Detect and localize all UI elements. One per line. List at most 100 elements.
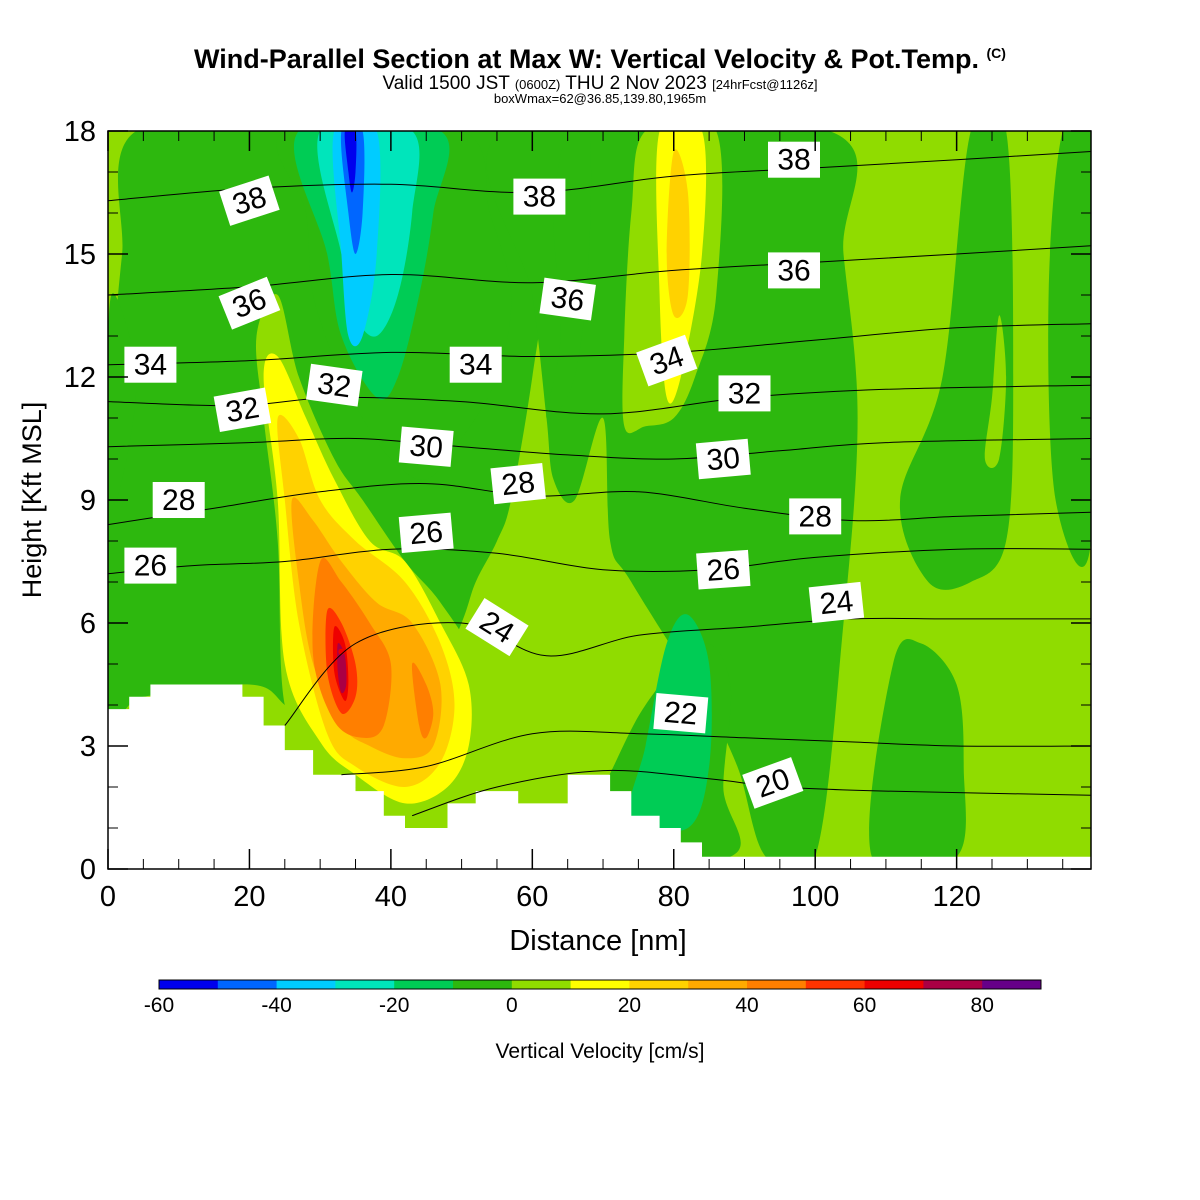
contour-label-7: 34 (449, 346, 502, 383)
isentrope-24 (284, 617, 1091, 726)
colorbar-swatch (688, 980, 748, 989)
isentrope-34 (108, 323, 1091, 366)
w-contour-region-23 (411, 662, 434, 739)
colorbar-swatch (747, 980, 807, 989)
valid-time: Valid 1500 JST (382, 73, 510, 94)
w-contour-region-18 (666, 149, 690, 319)
contour-label-text: 26 (134, 550, 167, 583)
colorbar-swatch (923, 980, 983, 989)
contour-label-box (742, 757, 804, 809)
colorbar-swatch (864, 980, 924, 989)
contour-label-text: 34 (134, 349, 167, 382)
contour-label-box (490, 462, 546, 505)
contour-label-box (653, 693, 709, 734)
colorbar-swatch (570, 980, 630, 989)
y-tick-label: 6 (80, 608, 96, 640)
isentropes (108, 151, 1091, 817)
contour-label-6: 34 (124, 346, 177, 383)
contour-label-11: 32 (718, 375, 771, 412)
contour-label-20: 24 (465, 598, 529, 657)
contour-label-text: 36 (777, 254, 810, 287)
x-tick-label: 100 (791, 881, 839, 913)
contour-label-text: 26 (408, 515, 444, 551)
contour-label-text: 26 (706, 553, 742, 588)
contour-label-box (124, 346, 177, 383)
contour-label-box (213, 387, 272, 433)
contour-label-13: 30 (695, 438, 751, 480)
x-tick-label: 60 (516, 881, 548, 913)
contour-label-box (306, 363, 363, 407)
w-contour-region-3 (899, 131, 1014, 590)
colorbar-frame (158, 979, 1042, 990)
contour-label-12: 30 (398, 426, 454, 467)
contour-label-text: 28 (500, 466, 537, 502)
y-tick-label: 3 (80, 731, 96, 763)
colorbar-tick-label: 80 (971, 994, 994, 1017)
contour-label-text: 22 (663, 696, 699, 732)
contour-label-21: 24 (808, 581, 865, 624)
title-main: Wind-Parallel Section at Max W: Vertical… (194, 44, 979, 74)
w-contour-region-8 (523, 519, 547, 687)
valid-utc: (0600Z) (514, 77, 561, 92)
terrain (108, 684, 1091, 869)
valid-date: THU 2 Nov 2023 (565, 73, 707, 94)
forecast-info: [24hrFcst@1126z] (712, 77, 818, 92)
colorbar-swatch (982, 980, 1042, 989)
colorbar-tick-label: 20 (618, 994, 641, 1017)
colorbar-swatch (394, 980, 454, 989)
colorbar-tick-label: 60 (853, 994, 876, 1017)
contour-label-5: 36 (768, 252, 820, 289)
contour-label-text: 30 (408, 429, 444, 465)
x-tick-label: 120 (932, 881, 980, 913)
contour-label-text: 30 (705, 442, 741, 478)
y-axis-label: Height [Kft MSL] (17, 402, 47, 599)
contour-label-box (718, 375, 771, 412)
contour-label-23: 20 (742, 757, 804, 809)
box-wmax-note: boxWmax=62@36.85,139.80,1965m (493, 91, 707, 106)
colorbar-tick-label: 40 (735, 994, 758, 1017)
colorbar-swatch (217, 980, 278, 989)
chart-subtitle: Valid 1500 JST (0600Z) THU 2 Nov 2023 [2… (0, 73, 1200, 95)
colorbar-swatch (629, 980, 689, 989)
contour-label-17: 26 (124, 547, 177, 584)
isentrope-28 (108, 483, 1091, 526)
contour-label-box (695, 438, 751, 480)
copyright-mark: (C) (986, 45, 1006, 61)
chart-title: Wind-Parallel Section at Max W: Vertical… (0, 44, 1200, 75)
contour-label-box (808, 581, 865, 624)
contour-label-text: 24 (818, 585, 855, 621)
contour-label-box (398, 426, 454, 467)
colorbar-swatch (511, 980, 572, 989)
contour-label-1: 38 (513, 178, 566, 215)
colorbar-swatch (276, 980, 336, 989)
colorbar-swatch (159, 980, 219, 989)
contour-label-box (449, 346, 502, 383)
isentrope-20 (411, 769, 1091, 817)
w-contour-region-26 (344, 131, 357, 193)
contour-label-box (513, 178, 566, 215)
isentrope-22 (341, 730, 1091, 776)
contour-label-box (219, 175, 280, 226)
contour-label-10: 32 (306, 363, 363, 407)
colorbar-swatch (805, 980, 866, 989)
isentrope-30 (108, 437, 1091, 460)
colorbar-swatch (453, 980, 513, 989)
colorbar-label: Vertical Velocity [cm/s] (496, 1040, 705, 1063)
contour-label-19: 26 (696, 549, 751, 590)
y-tick-label: 9 (80, 485, 96, 517)
colorbar: -60 -40 -20 0 20 40 60 80 (144, 979, 1042, 1017)
y-tick-label: 15 (64, 239, 96, 271)
y-tick-label: 0 (80, 854, 96, 886)
contour-label-text: 28 (799, 500, 832, 533)
contour-label-14: 28 (152, 482, 205, 518)
contour-label-box (789, 498, 842, 535)
contour-label-text: 38 (523, 181, 556, 214)
contour-label-box (636, 334, 698, 387)
colorbar-tick-label: -20 (379, 994, 409, 1017)
x-tick-label: 0 (100, 881, 116, 913)
w-contour-region-24 (340, 131, 365, 254)
w-contour-region-9 (984, 315, 1007, 469)
colorbar-swatch (335, 980, 395, 989)
